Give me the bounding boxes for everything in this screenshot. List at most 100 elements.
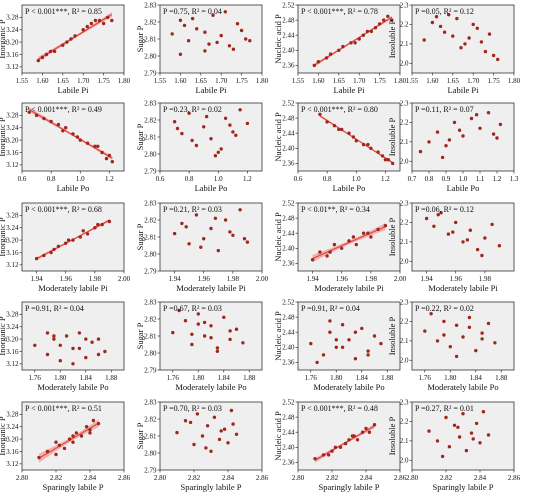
data-point	[436, 213, 440, 217]
stat-annotation: P =0.23, R² = 0.02	[163, 105, 222, 114]
y-tick-label: 3.20	[6, 335, 19, 343]
data-point	[369, 29, 374, 34]
stat-annotation: P < 0.01**, R² = 0.34	[301, 205, 370, 214]
data-point	[223, 218, 228, 222]
data-point	[430, 20, 435, 25]
data-point	[352, 434, 356, 438]
y-tick-label: 2.80	[144, 150, 157, 158]
data-point	[376, 150, 380, 154]
data-point	[71, 440, 75, 444]
data-point	[326, 453, 331, 457]
data-point	[78, 138, 83, 142]
y-tick-label: 2.81	[144, 432, 157, 440]
y-tick-label: 3.16	[6, 448, 19, 456]
x-tick-label: 1.88	[495, 374, 508, 382]
x-tick-label: 1.60	[312, 77, 325, 85]
x-tick-label: 2.82	[50, 474, 63, 482]
data-point	[366, 349, 370, 353]
x-axis-label: Moderately labile Po	[37, 382, 108, 392]
x-tick-label: 1.65	[447, 77, 460, 85]
data-point	[238, 108, 242, 112]
x-tick-label: 1.55	[406, 77, 419, 85]
y-tick-label: 2.44	[282, 429, 295, 437]
stat-annotation: P =0.21, R² = 0.03	[163, 205, 222, 214]
y-tick-label: 2.0	[400, 357, 409, 365]
y-tick-label: 2.3	[400, 398, 409, 406]
stat-annotation: P =0.06, R² = 0.12	[415, 205, 474, 214]
data-point	[343, 441, 348, 446]
x-tick-label: 2.00	[118, 275, 131, 283]
data-point	[228, 230, 232, 234]
y-tick-label: 3.20	[6, 236, 19, 244]
data-point	[435, 439, 440, 443]
x-tick-label: 1.70	[353, 77, 366, 85]
data-point	[446, 232, 451, 236]
y-tick-label: 2.40	[282, 344, 295, 352]
data-point	[386, 14, 390, 18]
y-tick-label: 2.44	[282, 329, 295, 337]
x-tick-label: 2.86	[118, 474, 131, 482]
data-point	[459, 46, 463, 50]
y-axis-label: Nucleic acid P	[273, 411, 283, 461]
data-point	[96, 337, 101, 341]
y-tick-label: 2.83	[144, 199, 157, 207]
scatter-panel: 1.55 1.60 1.65 1.70 1.75 1.80 2.0 2.1 2.2 2.3 Labi…	[387, 1, 521, 95]
stat-annotation: P =0.91, R² = 0.04	[25, 304, 84, 313]
y-tick-label: 2.44	[282, 130, 295, 138]
x-axis-label: Moderately labile Pi	[314, 283, 384, 293]
data-point	[202, 334, 207, 338]
x-tick-label: 1.98	[365, 275, 378, 283]
y-tick-label: 2.40	[282, 444, 295, 452]
x-tick-label: 1.75	[373, 77, 386, 85]
data-point	[184, 225, 188, 229]
data-point	[71, 132, 75, 136]
data-point	[195, 27, 199, 31]
data-point	[213, 154, 218, 158]
data-point	[442, 319, 446, 324]
data-point	[377, 22, 382, 26]
panel-frame	[159, 102, 263, 172]
data-point	[215, 346, 220, 350]
y-tick-label: 2.40	[282, 47, 295, 55]
y-tick-label: 3.28	[6, 212, 19, 220]
data-point	[380, 154, 385, 158]
y-tick-label: 3.20	[6, 435, 19, 443]
panel-frame	[411, 4, 515, 74]
panel-frame	[159, 202, 263, 272]
data-point	[372, 423, 377, 427]
data-point	[209, 137, 213, 141]
y-tick-label: 2.2	[400, 318, 409, 326]
data-point	[211, 13, 215, 17]
data-point	[175, 430, 179, 435]
data-point	[447, 138, 452, 142]
x-tick-label: 1.70	[215, 77, 228, 85]
data-point	[464, 448, 469, 453]
data-point	[355, 438, 360, 442]
data-point	[475, 247, 480, 252]
data-point	[244, 37, 248, 41]
y-tick-label: 2.82	[144, 216, 157, 224]
data-point	[483, 49, 488, 54]
x-tick-label: 2.82	[440, 474, 453, 482]
data-point	[175, 126, 180, 131]
data-point	[439, 211, 443, 215]
y-tick-label: 3.12	[6, 161, 19, 169]
data-point	[315, 360, 319, 365]
x-axis-label: Labile Pi	[448, 85, 480, 95]
data-point	[54, 452, 58, 457]
y-tick-label: 2.1	[400, 238, 409, 246]
data-point	[71, 238, 75, 242]
data-point	[103, 349, 107, 354]
x-axis-label: Labile Po	[195, 183, 228, 193]
data-point	[391, 161, 395, 166]
data-point	[222, 315, 226, 319]
regression-line	[312, 226, 386, 260]
y-tick-label: 2.40	[282, 245, 295, 253]
data-point	[228, 329, 232, 333]
scatter-panel: 0.6 0.8 1.0 1.2 2.79 2.80 2.81 2.82 2.83 Labile P…	[135, 99, 263, 193]
y-axis-label: Insoluble P	[387, 19, 397, 58]
x-tick-label: 1.76	[167, 374, 180, 382]
data-point	[318, 250, 322, 254]
y-tick-label: 2.79	[144, 267, 157, 275]
stat-annotation: P =0.11, R² = 0.07	[415, 105, 474, 114]
